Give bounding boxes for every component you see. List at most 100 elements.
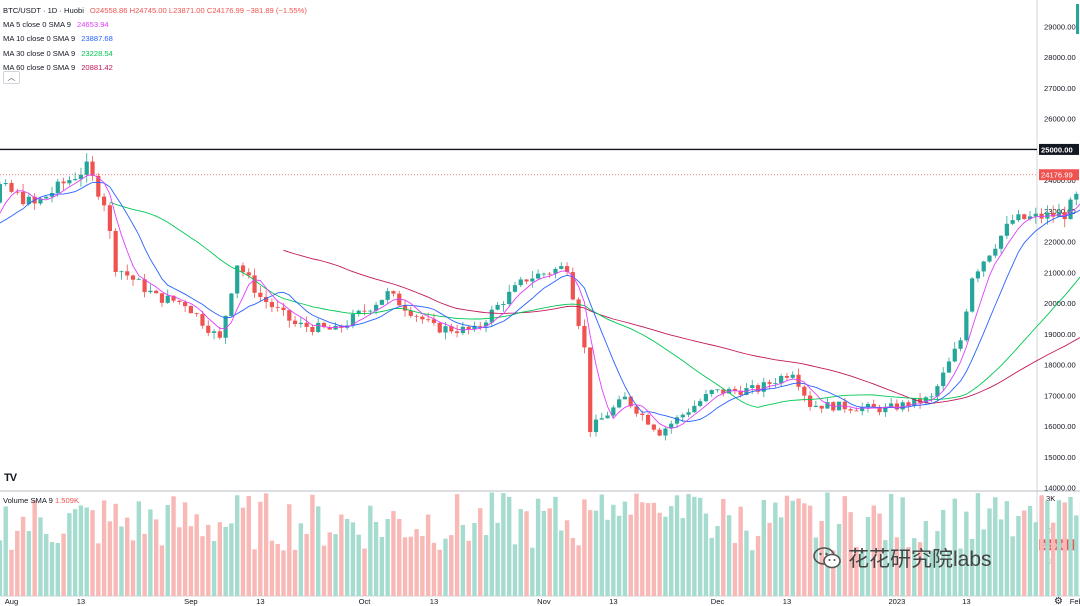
volume-bar	[599, 494, 604, 596]
y-tick-label: 22000.00	[1044, 238, 1076, 247]
volume-bar	[431, 542, 437, 596]
volume-bar	[258, 501, 263, 596]
candle-body	[998, 235, 1004, 249]
ohlc-values: O24558.86 H24745.00 L23871.00 C24176.99 …	[89, 6, 307, 15]
candle-body	[3, 183, 8, 185]
candle-body	[454, 331, 460, 334]
volume-bar	[773, 502, 778, 596]
ma60-line[interactable]	[283, 249, 1080, 404]
volume-bar	[987, 508, 992, 596]
candle-body	[281, 307, 286, 311]
volume-bar	[281, 550, 286, 596]
volume-bar	[686, 494, 691, 596]
candle-body	[252, 275, 257, 293]
volume-bar	[246, 495, 251, 596]
candle-body	[865, 403, 871, 408]
volume-bar	[240, 507, 246, 596]
volume-bar	[44, 533, 49, 596]
volume-bar	[501, 493, 506, 596]
volume-bar	[437, 549, 442, 596]
volume-bar	[20, 516, 26, 596]
scroll-indicator[interactable]	[1076, 4, 1079, 34]
candle-body	[501, 304, 506, 305]
ma30-line[interactable]	[109, 201, 1080, 408]
indicator-ma5[interactable]: MA 5 close 0 SMA 9 24653.94	[3, 18, 307, 32]
volume-bar	[495, 522, 500, 596]
volume-bar	[935, 531, 940, 596]
candle-body	[1068, 199, 1073, 220]
chevron-up-icon[interactable]: ︿	[3, 71, 20, 84]
volume-label: Volume SMA 9	[3, 496, 53, 505]
candle-body	[611, 407, 616, 416]
volume-bar	[460, 525, 466, 596]
volume-bar	[703, 513, 709, 596]
indicator-ma30[interactable]: MA 30 close 0 SMA 9 23228.54	[3, 47, 307, 61]
ma5-line[interactable]	[0, 163, 1080, 429]
candle-body	[512, 285, 518, 292]
volume-legend[interactable]: Volume SMA 9 1.509K	[3, 496, 79, 505]
volume-bar	[1016, 516, 1021, 596]
candle-body	[159, 293, 165, 303]
watermark: 花花研究院labs	[812, 543, 992, 573]
indicator-ma10[interactable]: MA 10 close 0 SMA 9 23887.68	[3, 32, 307, 46]
volume-bar	[790, 500, 795, 596]
gear-icon[interactable]: ⚙	[1054, 596, 1063, 606]
volume-bar	[425, 514, 431, 596]
candle-body	[605, 415, 610, 419]
symbol-title[interactable]: BTC/USDT · 1D · Huobi	[3, 6, 84, 15]
candle-body	[750, 385, 755, 389]
indicator-value: 23887.68	[81, 34, 113, 44]
y-tick-label: 14000.00	[1044, 483, 1076, 492]
volume-bar	[669, 506, 674, 596]
volume-bar	[883, 540, 888, 596]
volume-bar	[1004, 501, 1010, 596]
candle-body	[136, 279, 141, 281]
volume-bar	[84, 507, 89, 596]
ma10-line[interactable]	[0, 179, 1080, 422]
volume-bar	[593, 510, 599, 596]
volume-bar	[917, 542, 923, 596]
candle-body	[229, 293, 234, 316]
volume-bar	[906, 547, 911, 596]
candle-body	[240, 265, 246, 273]
volume-bar	[576, 545, 581, 596]
candle-body	[1016, 214, 1021, 221]
indicator-label: MA 60 close 0 SMA 9	[3, 62, 76, 72]
candle-body	[622, 396, 628, 400]
candle-body	[26, 196, 31, 205]
candle-body	[877, 406, 882, 413]
candle-body	[84, 161, 89, 175]
volume-bar	[188, 526, 194, 596]
indicator-label: MA 5 close 0 SMA 9	[3, 20, 71, 30]
candle-body	[941, 372, 946, 387]
candle-body	[67, 180, 72, 184]
tradingview-logo[interactable]: TV	[4, 472, 17, 484]
candle-body	[640, 413, 645, 415]
candle-body	[437, 322, 442, 333]
volume-bar	[177, 527, 182, 596]
volume-bar	[339, 514, 344, 596]
volume-bars	[0, 492, 1080, 596]
candle-body	[912, 398, 917, 407]
volume-bar	[454, 494, 460, 596]
volume-bar	[888, 494, 894, 596]
candle-body	[593, 419, 599, 433]
candle-body	[906, 402, 911, 407]
candles	[0, 153, 1080, 441]
volume-bar	[304, 533, 309, 596]
candle-body	[547, 273, 552, 275]
volume-bar	[379, 536, 385, 596]
volume-bar	[697, 497, 703, 596]
indicator-ma60[interactable]: MA 60 close 0 SMA 9 20881.42	[3, 61, 307, 75]
candle-body	[721, 389, 726, 394]
candle-body	[802, 386, 807, 396]
volume-bar	[611, 504, 616, 596]
volume-bar	[3, 506, 8, 596]
volume-bar	[547, 508, 552, 596]
candle-body	[894, 403, 900, 410]
volume-bar	[657, 512, 662, 596]
volume-bar	[981, 529, 986, 596]
volume-bar	[443, 538, 448, 596]
volume-bar	[802, 503, 807, 596]
